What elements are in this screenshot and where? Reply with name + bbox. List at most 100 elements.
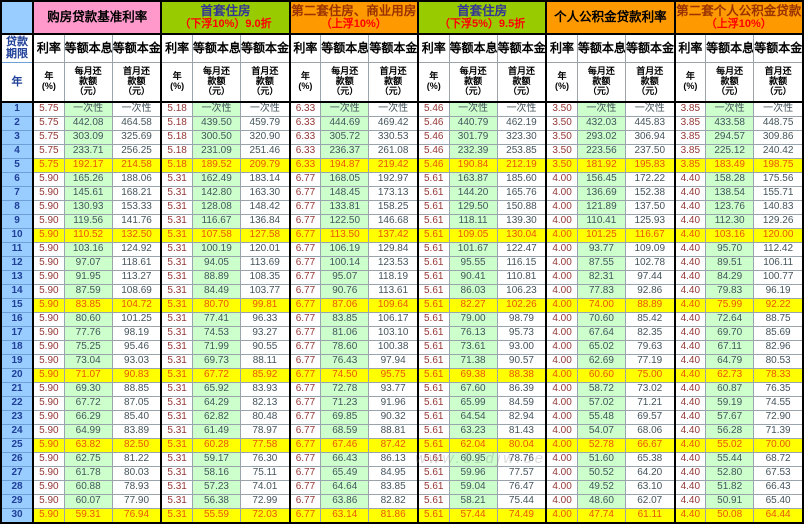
first-month-payment-cell: 95.75 bbox=[368, 368, 419, 383]
first-month-payment-cell: 81.22 bbox=[111, 452, 162, 467]
rate-cell: 5.61 bbox=[416, 424, 450, 439]
rate-cell: 5.90 bbox=[32, 340, 65, 355]
first-month-payment-cell: 72.90 bbox=[753, 410, 804, 425]
first-month-payment-cell: 110.81 bbox=[496, 270, 547, 285]
first-month-payment-cell: 85.69 bbox=[753, 326, 804, 341]
monthly-payment-cell: 65.49 bbox=[320, 466, 370, 481]
annuity-unit-header-2: 每月还 款额 （元） bbox=[320, 62, 370, 103]
monthly-payment-cell: 123.76 bbox=[705, 200, 755, 215]
table-header: 购房贷款基准利率 首套住房 （下浮10%）9.0折 第二套住房、商业用房 （上浮10%）… bbox=[0, 0, 804, 103]
group-title-text: 个人公积金贷款利率 bbox=[554, 10, 667, 25]
rate-cell: 6.33 bbox=[288, 116, 322, 131]
monthly-payment-cell: 58.72 bbox=[576, 382, 626, 397]
monthly-payment-cell: 101.25 bbox=[576, 228, 626, 243]
monthly-payment-cell: 58.16 bbox=[191, 466, 242, 481]
table-row: 4 5.75 233.71 256.25 5.18 231.09 251.46 6.33 236… bbox=[0, 144, 804, 159]
first-month-payment-cell: 120.00 bbox=[753, 228, 804, 243]
rate-cell: 6.77 bbox=[288, 480, 322, 495]
first-month-payment-cell: 102.26 bbox=[496, 298, 547, 313]
first-month-payment-cell: 93.77 bbox=[368, 382, 419, 397]
header-group-row: 购房贷款基准利率 首套住房 （下浮10%）9.0折 第二套住房、商业用房 （上浮10%）… bbox=[0, 0, 804, 35]
first-month-payment-cell: 137.42 bbox=[368, 228, 419, 243]
monthly-payment-cell: 74.50 bbox=[320, 368, 370, 383]
rate-cell: 5.61 bbox=[416, 214, 450, 229]
table-row: 5 5.75 192.17 214.58 5.18 189.52 209.79 6.33 194… bbox=[0, 158, 804, 173]
year-cell: 14 bbox=[0, 284, 35, 299]
monthly-payment-cell: 69.30 bbox=[63, 382, 113, 397]
first-month-payment-cell: 一次性 bbox=[368, 101, 419, 117]
first-month-payment-cell: 120.01 bbox=[240, 242, 291, 257]
monthly-payment-cell: 294.57 bbox=[705, 130, 755, 145]
rate-cell: 6.33 bbox=[288, 144, 322, 159]
first-month-payment-cell: 81.43 bbox=[496, 424, 547, 439]
monthly-payment-cell: 113.50 bbox=[320, 228, 370, 243]
rate-cell: 5.61 bbox=[416, 242, 450, 257]
monthly-payment-cell: 439.50 bbox=[191, 116, 242, 131]
first-month-payment-cell: 72.03 bbox=[240, 508, 291, 524]
first-month-payment-cell: 448.75 bbox=[753, 116, 804, 131]
first-month-payment-cell: 76.35 bbox=[753, 382, 804, 397]
first-month-payment-cell: 88.11 bbox=[240, 354, 291, 369]
first-month-payment-cell: 66.67 bbox=[624, 438, 676, 453]
monthly-payment-cell: 293.02 bbox=[576, 130, 626, 145]
monthly-payment-cell: 67.11 bbox=[705, 340, 755, 355]
rate-cell: 5.90 bbox=[32, 396, 65, 411]
monthly-payment-cell: 71.38 bbox=[448, 354, 498, 369]
annuity-unit-header-3: 每月还 款额 （元） bbox=[448, 62, 498, 103]
first-month-payment-cell: 87.42 bbox=[368, 438, 419, 453]
monthly-payment-cell: 90.41 bbox=[448, 270, 498, 285]
rate-cell: 4.00 bbox=[545, 186, 578, 201]
first-month-payment-cell: 69.57 bbox=[624, 410, 676, 425]
rate-cell: 5.31 bbox=[160, 424, 193, 439]
year-cell: 20 bbox=[0, 368, 35, 383]
first-month-payment-cell: 109.64 bbox=[368, 298, 419, 313]
rate-cell: 5.31 bbox=[160, 368, 193, 383]
first-month-payment-cell: 100.77 bbox=[753, 270, 804, 285]
principal-header-5: 等额本金 bbox=[753, 33, 804, 63]
monthly-payment-cell: 444.69 bbox=[320, 116, 370, 131]
monthly-payment-cell: 59.17 bbox=[191, 452, 242, 467]
monthly-payment-cell: 83.85 bbox=[320, 312, 370, 327]
monthly-payment-cell: 75.25 bbox=[63, 340, 113, 355]
year-cell: 2 bbox=[0, 116, 35, 131]
first-month-payment-cell: 82.35 bbox=[624, 326, 676, 341]
year-cell: 25 bbox=[0, 438, 35, 453]
monthly-payment-cell: 93.77 bbox=[576, 242, 626, 257]
table-row: 3 5.75 303.09 325.69 5.18 300.50 320.90 6.33 305… bbox=[0, 130, 804, 145]
rate-cell: 5.61 bbox=[416, 326, 450, 341]
first-month-payment-cell: 445.83 bbox=[624, 116, 676, 131]
rate-cell: 5.61 bbox=[416, 466, 450, 481]
rate-cell: 6.77 bbox=[288, 298, 322, 313]
monthly-payment-cell: 64.29 bbox=[191, 396, 242, 411]
monthly-payment-cell: 50.08 bbox=[705, 508, 755, 524]
group-title-text: 首套住房 bbox=[200, 3, 251, 18]
first-month-payment-cell: 90.32 bbox=[368, 410, 419, 425]
rate-cell: 5.90 bbox=[32, 228, 65, 243]
group-title-4: 个人公积金贷款利率 bbox=[545, 0, 676, 35]
first-month-payment-cell: 104.72 bbox=[111, 298, 162, 313]
rate-cell: 6.77 bbox=[288, 410, 322, 425]
rate-cell: 4.00 bbox=[545, 368, 578, 383]
monthly-payment-cell: 48.60 bbox=[576, 494, 626, 509]
table-row: 26 5.90 62.75 81.22 5.31 59.17 76.30 6.77 66.43 8… bbox=[0, 452, 804, 467]
first-month-payment-cell: 212.19 bbox=[496, 158, 547, 173]
monthly-payment-cell: 60.95 bbox=[448, 452, 498, 467]
first-month-payment-cell: 469.42 bbox=[368, 116, 419, 131]
rate-cell: 5.75 bbox=[32, 116, 65, 131]
monthly-payment-cell: 136.69 bbox=[576, 186, 626, 201]
year-cell: 8 bbox=[0, 200, 35, 215]
rate-cell: 6.77 bbox=[288, 326, 322, 341]
first-month-payment-cell: 72.99 bbox=[240, 494, 291, 509]
rate-cell: 5.46 bbox=[416, 116, 450, 131]
first-month-payment-cell: 188.06 bbox=[111, 172, 162, 187]
monthly-payment-cell: 62.69 bbox=[576, 354, 626, 369]
rate-cell: 5.18 bbox=[160, 101, 193, 117]
first-month-payment-cell: 309.86 bbox=[753, 130, 804, 145]
monthly-payment-cell: 133.81 bbox=[320, 200, 370, 215]
principal-unit-header-5: 首月还 款额 （元） bbox=[753, 62, 804, 103]
table-row: 30 5.90 59.31 76.94 5.31 55.59 72.03 6.77 63.14 8… bbox=[0, 508, 804, 524]
first-month-payment-cell: 85.40 bbox=[111, 410, 162, 425]
year-cell: 5 bbox=[0, 158, 35, 173]
first-month-payment-cell: 83.89 bbox=[111, 424, 162, 439]
monthly-payment-cell: 72.64 bbox=[705, 312, 755, 327]
